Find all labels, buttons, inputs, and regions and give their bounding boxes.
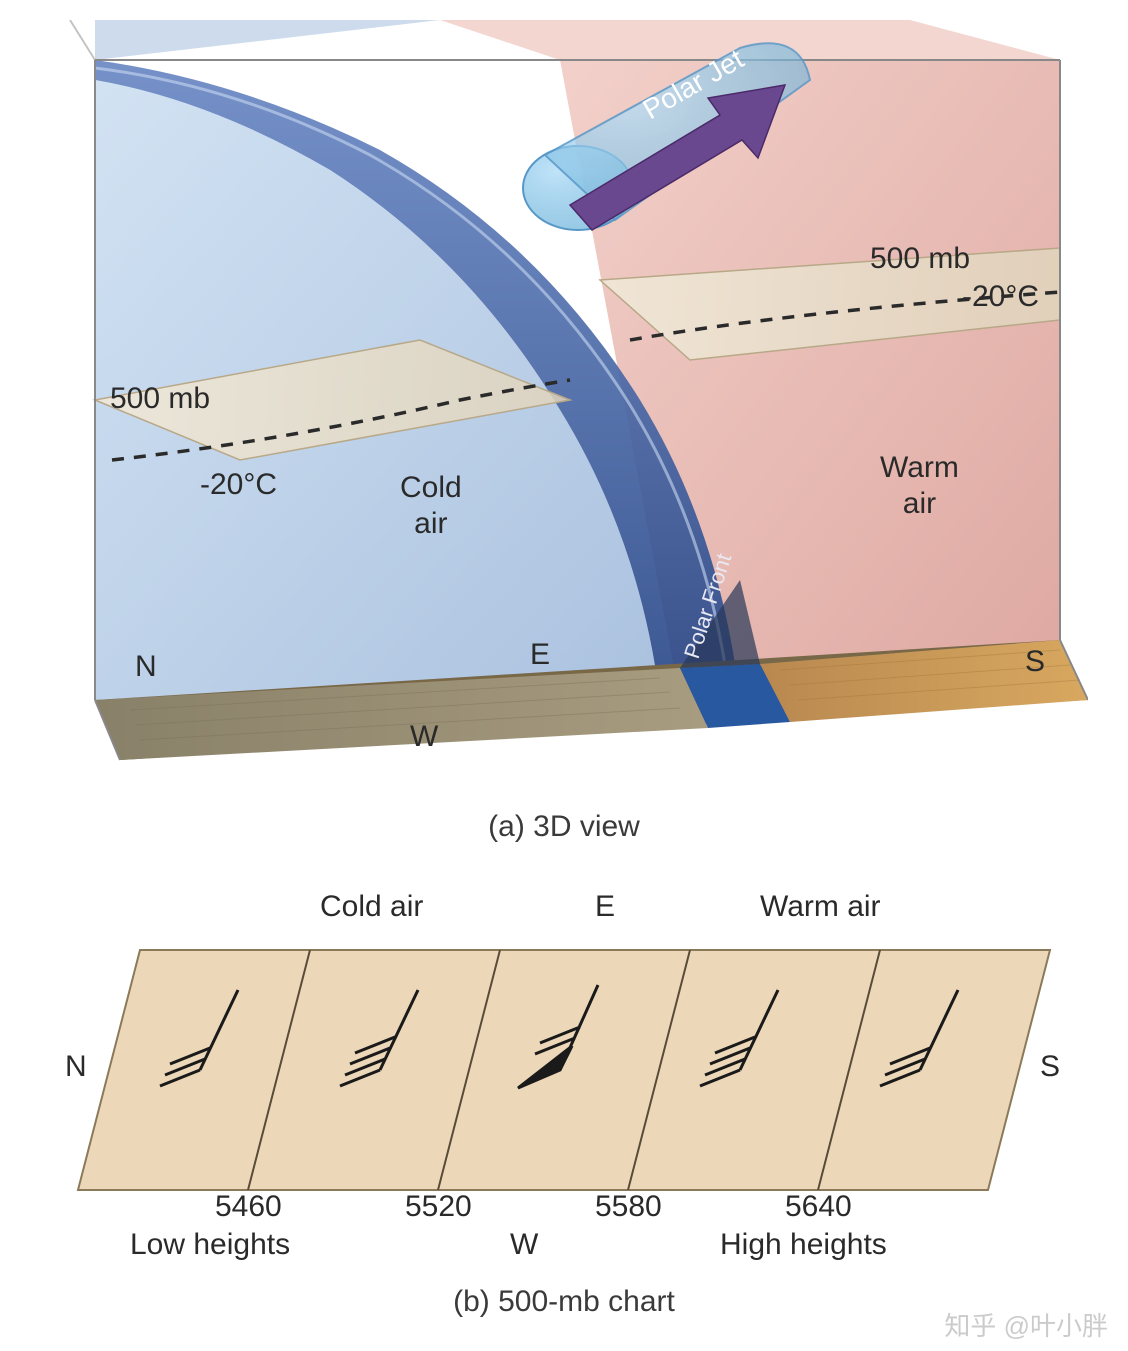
temp-label-right: -20°C <box>962 280 1039 314</box>
cold-air-label: Cold air <box>400 470 462 542</box>
chart-warm-air-label: Warm air <box>760 890 881 924</box>
panel-a-caption: (a) 3D view <box>0 810 1128 844</box>
panel-b-svg <box>40 870 1088 1290</box>
pressure-label-right: 500 mb <box>870 242 970 276</box>
chart-s-label: S <box>1040 1050 1060 1084</box>
chart-w-label: W <box>510 1228 538 1262</box>
contour-value-2: 5580 <box>595 1190 662 1224</box>
compass-n: N <box>135 650 157 684</box>
panel-a-3d-view: Polar Jet Polar Front 500 mb 500 mb -20°… <box>40 20 1088 800</box>
chart-surface <box>78 950 1050 1190</box>
warm-air-label: Warm air <box>880 450 959 522</box>
chart-cold-air-label: Cold air <box>320 890 423 924</box>
watermark: 知乎 @叶小胖 <box>944 1306 1108 1343</box>
contour-value-0: 5460 <box>215 1190 282 1224</box>
chart-n-label: N <box>65 1050 87 1084</box>
compass-w: W <box>410 720 438 754</box>
low-heights-label: Low heights <box>130 1228 290 1262</box>
pressure-label-left: 500 mb <box>110 382 210 416</box>
temp-label-left: -20°C <box>200 468 277 502</box>
contour-value-3: 5640 <box>785 1190 852 1224</box>
cold-air-top <box>95 20 440 60</box>
contour-value-1: 5520 <box>405 1190 472 1224</box>
panel-b-500mb-chart: Cold air E Warm air N S 5460 5520 5580 5… <box>40 870 1088 1290</box>
compass-s: S <box>1025 645 1045 679</box>
compass-e: E <box>530 638 550 672</box>
high-heights-label: High heights <box>720 1228 887 1262</box>
chart-e-label: E <box>595 890 615 924</box>
